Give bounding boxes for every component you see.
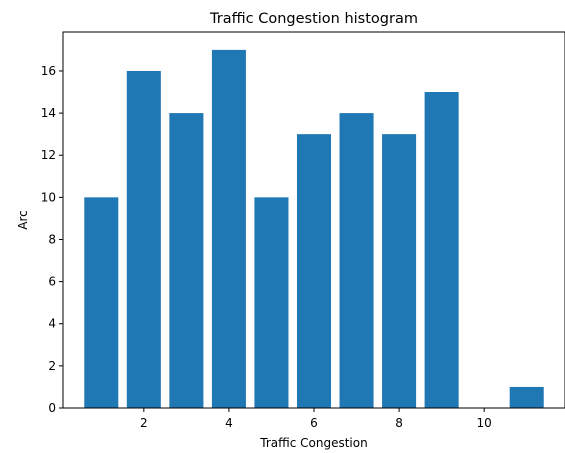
- y-tick-label: 2: [48, 359, 56, 373]
- y-tick-label: 12: [41, 148, 56, 162]
- y-tick-label: 8: [48, 232, 56, 246]
- y-tick-label: 16: [41, 64, 56, 78]
- y-tick-label: 4: [48, 317, 56, 331]
- bar-9: [424, 92, 459, 408]
- y-tick-label: 14: [41, 106, 56, 120]
- bar-3: [169, 113, 204, 408]
- x-tick-label: 8: [395, 416, 403, 430]
- y-ticks: 0 2 4 6 8 10 12 14 16: [41, 64, 63, 415]
- x-tick-label: 10: [477, 416, 492, 430]
- x-tick-label: 4: [225, 416, 233, 430]
- y-tick-label: 6: [48, 275, 56, 289]
- bar-11: [509, 386, 544, 408]
- x-ticks: 2 4 6 8 10: [140, 408, 492, 430]
- bar-1: [84, 197, 119, 408]
- x-axis-label: Traffic Congestion: [259, 436, 367, 450]
- bar-4: [211, 49, 246, 409]
- y-axis-label: Arc: [16, 210, 30, 229]
- x-tick-label: 2: [140, 416, 148, 430]
- bar-8: [382, 134, 417, 408]
- bar-7: [339, 113, 374, 408]
- bar-2: [126, 70, 161, 408]
- bar-6: [296, 134, 332, 408]
- bars: [84, 49, 544, 409]
- plot-frame: [62, 31, 565, 409]
- x-tick-label: 6: [310, 416, 318, 430]
- y-tick-label: 10: [41, 190, 56, 204]
- chart-title: Traffic Congestion histogram: [209, 11, 418, 27]
- y-tick-label: 0: [48, 401, 56, 415]
- bar-5: [254, 197, 289, 408]
